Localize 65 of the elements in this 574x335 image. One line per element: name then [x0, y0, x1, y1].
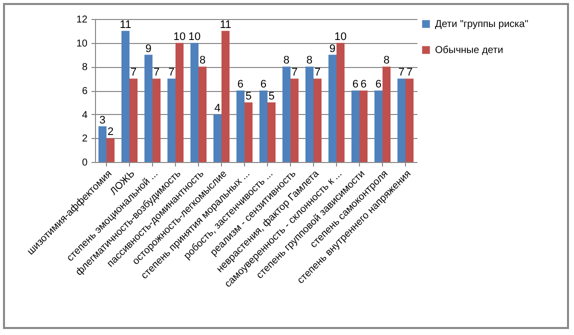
bar	[374, 90, 382, 162]
data-label: 7	[314, 66, 321, 79]
y-tick-label: 8	[82, 62, 88, 74]
bar	[167, 78, 176, 162]
data-label: 8	[306, 54, 313, 67]
data-label: 5	[268, 90, 275, 102]
bar	[382, 66, 391, 162]
bar	[305, 66, 314, 162]
legend-label: Обычные дети	[435, 45, 504, 56]
data-label: 9	[329, 42, 336, 55]
data-label: 8	[199, 54, 206, 67]
bar	[198, 66, 207, 162]
data-label: 10	[334, 30, 347, 43]
bar	[351, 90, 360, 162]
data-label: 6	[237, 78, 244, 90]
bar	[190, 42, 198, 162]
legend-label: Дети "группы риска"	[435, 19, 529, 30]
data-label: 6	[360, 78, 367, 90]
bar	[121, 30, 130, 162]
data-label: 2	[107, 126, 114, 138]
bar	[360, 90, 368, 162]
bar	[314, 78, 322, 162]
data-label: 11	[120, 18, 132, 31]
bar	[268, 102, 276, 162]
bar	[130, 78, 138, 162]
data-label: 7	[406, 66, 413, 79]
bar	[236, 90, 244, 162]
bar	[244, 102, 253, 162]
y-tick-label: 0	[82, 158, 88, 168]
bar	[282, 66, 290, 162]
data-label: 8	[283, 54, 290, 67]
data-label: 7	[153, 66, 160, 79]
data-label: 7	[398, 66, 405, 79]
data-label: 6	[375, 78, 382, 90]
bar	[406, 78, 414, 162]
y-tick-label: 12	[76, 14, 88, 26]
bar	[222, 30, 230, 162]
data-label: 6	[352, 78, 359, 90]
data-label: 10	[188, 30, 201, 43]
bar	[290, 78, 299, 162]
bar	[98, 126, 106, 162]
y-tick-label: 4	[82, 110, 88, 121]
bar	[144, 54, 152, 162]
data-label: 7	[130, 66, 137, 79]
data-label: 5	[245, 90, 252, 102]
bar	[336, 42, 345, 162]
bar	[106, 138, 115, 162]
data-label: 10	[173, 30, 186, 43]
data-label: 7	[291, 66, 298, 79]
y-tick-label: 2	[82, 134, 88, 145]
data-label: 6	[260, 78, 267, 90]
data-label: 7	[168, 66, 175, 79]
bar	[259, 90, 268, 162]
y-tick-label: 10	[76, 38, 88, 50]
bar	[328, 54, 336, 162]
bar	[397, 78, 406, 162]
data-label: 3	[99, 114, 106, 126]
bar	[152, 78, 161, 162]
data-label: 8	[383, 54, 390, 67]
data-label: 11	[220, 18, 232, 31]
bar	[213, 114, 222, 162]
data-label: 9	[145, 42, 152, 55]
data-label: 4	[214, 102, 221, 114]
bar	[176, 42, 184, 162]
y-tick-label: 6	[82, 86, 88, 97]
